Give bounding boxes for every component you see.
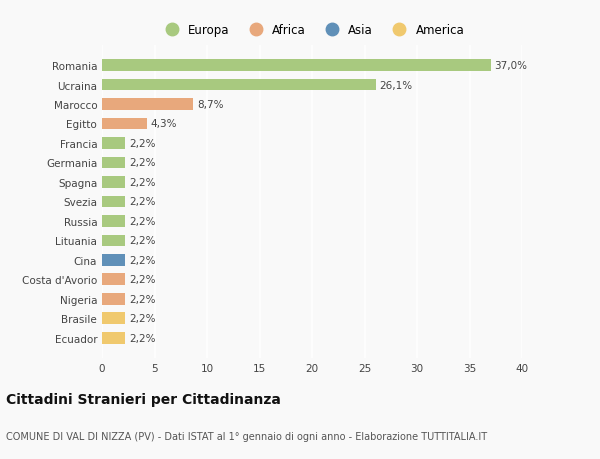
Text: 2,2%: 2,2% — [129, 158, 155, 168]
Text: 2,2%: 2,2% — [129, 178, 155, 188]
Text: 2,2%: 2,2% — [129, 294, 155, 304]
Bar — [102, 99, 193, 111]
Bar — [102, 138, 125, 150]
Legend: Europa, Africa, Asia, America: Europa, Africa, Asia, America — [156, 21, 468, 40]
Bar — [102, 177, 125, 188]
Text: 2,2%: 2,2% — [129, 139, 155, 149]
Bar — [102, 157, 125, 169]
Text: 2,2%: 2,2% — [129, 216, 155, 226]
Text: 4,3%: 4,3% — [151, 119, 178, 129]
Bar — [102, 313, 125, 325]
Bar — [102, 235, 125, 246]
Bar — [102, 118, 147, 130]
Text: 2,2%: 2,2% — [129, 236, 155, 246]
Text: 2,2%: 2,2% — [129, 313, 155, 324]
Text: 2,2%: 2,2% — [129, 274, 155, 285]
Text: 8,7%: 8,7% — [197, 100, 224, 110]
Text: COMUNE DI VAL DI NIZZA (PV) - Dati ISTAT al 1° gennaio di ogni anno - Elaborazio: COMUNE DI VAL DI NIZZA (PV) - Dati ISTAT… — [6, 431, 487, 441]
Bar — [102, 332, 125, 344]
Bar — [102, 196, 125, 208]
Text: 37,0%: 37,0% — [494, 61, 527, 71]
Bar — [102, 60, 491, 72]
Text: Cittadini Stranieri per Cittadinanza: Cittadini Stranieri per Cittadinanza — [6, 392, 281, 406]
Bar — [102, 216, 125, 227]
Text: 2,2%: 2,2% — [129, 255, 155, 265]
Bar — [102, 293, 125, 305]
Text: 2,2%: 2,2% — [129, 197, 155, 207]
Bar — [102, 274, 125, 285]
Bar — [102, 79, 376, 91]
Text: 26,1%: 26,1% — [380, 80, 413, 90]
Text: 2,2%: 2,2% — [129, 333, 155, 343]
Bar — [102, 254, 125, 266]
